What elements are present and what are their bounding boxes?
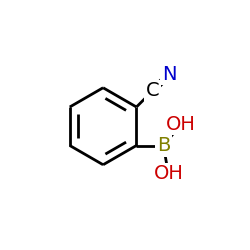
Text: OH: OH [166,115,196,134]
Text: N: N [162,65,176,84]
Text: C: C [146,81,160,100]
Text: B: B [157,136,170,155]
Text: OH: OH [154,164,183,184]
